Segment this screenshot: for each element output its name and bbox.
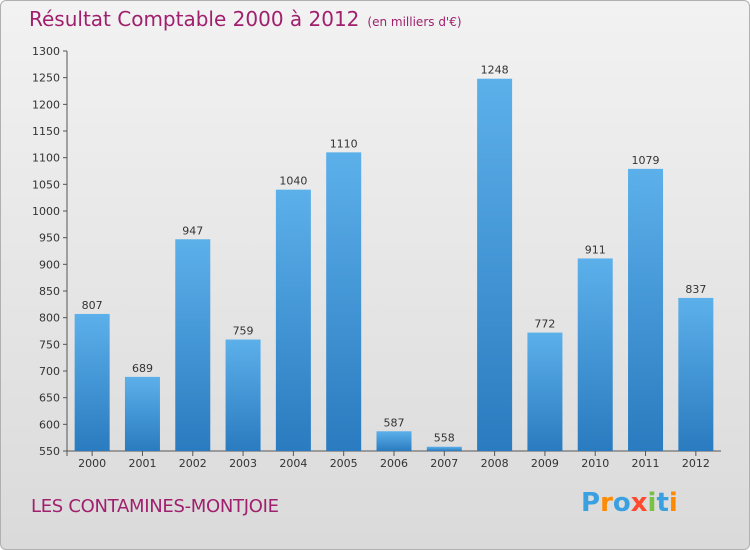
x-tick-label: 2006 (380, 457, 408, 470)
y-tick-label: 600 (39, 418, 60, 431)
chart-title: Résultat Comptable 2000 à 2012 (en millie… (29, 7, 462, 31)
x-tick-label: 2005 (330, 457, 358, 470)
bar-value-label: 772 (534, 318, 555, 331)
x-tick-label: 2007 (430, 457, 458, 470)
bar (326, 152, 362, 452)
bar-value-label: 807 (82, 299, 103, 312)
logo-letter: i (647, 488, 657, 518)
y-tick-label: 1300 (32, 45, 60, 58)
y-tick-label: 1100 (32, 152, 60, 165)
y-tick-label: 1150 (32, 125, 60, 138)
y-tick-label: 750 (39, 338, 60, 351)
y-tick-label: 900 (39, 258, 60, 271)
logo-letter: t (656, 488, 669, 518)
bar-value-label: 1248 (481, 64, 509, 77)
commune-name: LES CONTAMINES-MONTJOIE (31, 496, 279, 517)
logo-letter: r (600, 488, 613, 518)
y-tick-label: 650 (39, 392, 60, 405)
bar (124, 376, 160, 451)
bar (628, 168, 664, 451)
bar-value-label: 1110 (330, 137, 358, 150)
bar (74, 313, 110, 451)
bar-value-label: 911 (585, 243, 606, 256)
bar-value-label: 759 (233, 325, 254, 338)
bar (527, 332, 563, 451)
x-tick-label: 2012 (682, 457, 710, 470)
y-tick-label: 1250 (32, 72, 60, 85)
y-tick-label: 700 (39, 365, 60, 378)
x-tick-label: 2000 (78, 457, 106, 470)
x-tick-label: 2008 (481, 457, 509, 470)
y-tick-label: 1050 (32, 178, 60, 191)
axes: 550 600 650 700 750 800 850 900 950 1000 1050 1100 1… (32, 45, 721, 470)
x-tick-label: 2009 (531, 457, 559, 470)
bar-value-label: 1079 (632, 154, 660, 167)
bar (225, 339, 261, 451)
bar (577, 258, 613, 451)
bar (678, 297, 714, 451)
y-tick-label: 950 (39, 232, 60, 245)
x-tick-label: 2011 (632, 457, 660, 470)
bar-value-label: 837 (685, 283, 706, 296)
y-tick-label: 800 (39, 312, 60, 325)
y-tick-label: 1200 (32, 98, 60, 111)
y-tick-label: 1000 (32, 205, 60, 218)
bar (175, 239, 211, 451)
bar (275, 189, 311, 451)
bar (477, 78, 513, 451)
logo-letter: o (612, 488, 631, 518)
x-tick-label: 2004 (279, 457, 307, 470)
y-tick-label: 850 (39, 285, 60, 298)
logo-letter: P (581, 488, 601, 518)
x-tick-label: 2002 (179, 457, 207, 470)
bars: 807 689 947 759 1040 1110 587 558 1248 772 911 1079… (74, 64, 714, 452)
bar (376, 431, 412, 451)
bar (426, 446, 462, 451)
y-tick-label: 550 (39, 445, 60, 458)
logo-letter: x (630, 488, 648, 518)
x-tick-label: 2001 (128, 457, 156, 470)
bar-value-label: 558 (434, 432, 455, 445)
bar-value-label: 1040 (279, 175, 307, 188)
bar-value-label: 587 (384, 416, 405, 429)
logo-letter: i (668, 488, 678, 518)
bar-value-label: 689 (132, 362, 153, 375)
x-tick-label: 2003 (229, 457, 257, 470)
chart-subtitle: (en milliers d'€) (367, 15, 462, 29)
bar-value-label: 947 (182, 224, 203, 237)
x-tick-label: 2010 (581, 457, 609, 470)
proxiti-logo: Proxiti (581, 488, 678, 518)
